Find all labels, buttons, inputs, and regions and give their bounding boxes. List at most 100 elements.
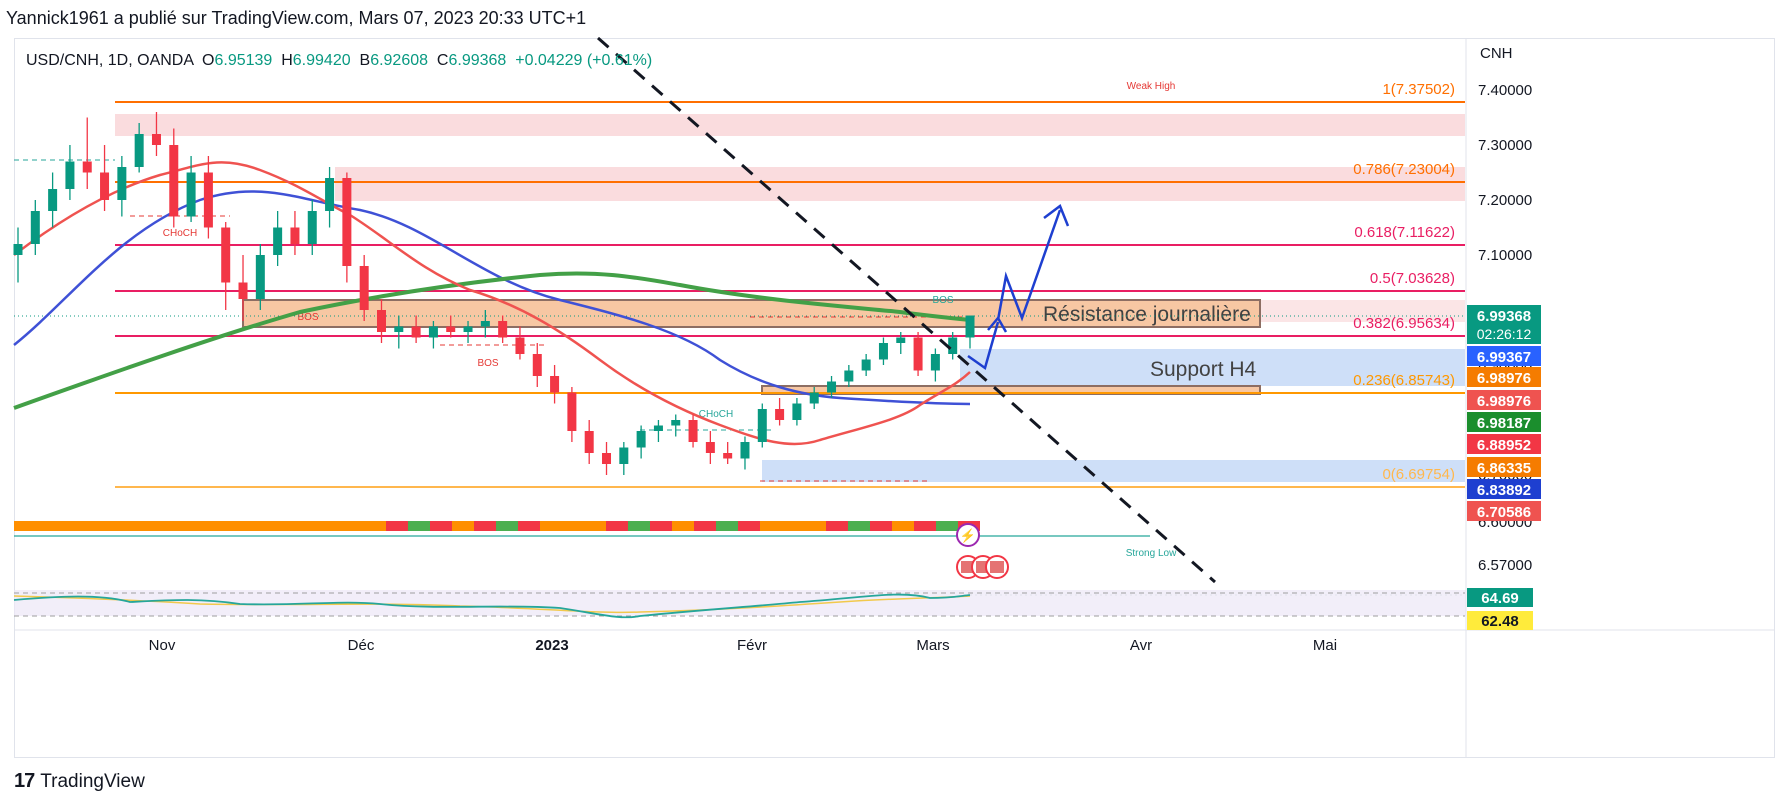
fib-level-label: 0.382(6.95634) [1353, 315, 1455, 332]
lightning-icon [956, 523, 980, 547]
trend-strip-segment [386, 521, 408, 531]
candle-body [602, 453, 612, 464]
price-badge [1467, 434, 1541, 454]
tradingview-logo-icon: 17 [14, 770, 35, 792]
rsi-value-text: 64.69 [1481, 590, 1519, 607]
candle-body [498, 321, 508, 338]
candle-body [913, 337, 923, 371]
fib-level-label: 0(6.69754) [1382, 466, 1455, 483]
lightning-icon: ⚡ [960, 528, 976, 544]
trend-strip-segment [936, 521, 958, 531]
price-badge-text: 6.98187 [1477, 415, 1531, 432]
trend-strip-segment [606, 521, 628, 531]
candle-body [930, 354, 940, 371]
zones-layer: Résistance journalière Support H4 [115, 114, 1465, 482]
trend-strip-segment [320, 521, 342, 531]
candle-body [186, 172, 196, 217]
candle-body [428, 326, 438, 338]
price-tick-label: 6.57000 [1478, 557, 1532, 574]
candle-body [844, 370, 854, 382]
trend-strip-segment [364, 521, 386, 531]
structure-annotation: Weak High [1127, 81, 1176, 92]
price-badge-text: 6.83892 [1477, 482, 1531, 499]
price-badge [1467, 412, 1541, 432]
trend-strip-segment [628, 521, 650, 531]
structure-annotation: CHoCH [699, 409, 733, 420]
trend-strip-segment [474, 521, 496, 531]
trend-strip-segment [716, 521, 738, 531]
trend-strip-segment [738, 521, 760, 531]
candle-body [134, 134, 144, 167]
trend-strip-segment [540, 521, 562, 531]
downtrend-line [597, 36, 1216, 584]
candle-body [619, 447, 629, 464]
trend-strip-segment [782, 521, 804, 531]
candle-body [221, 227, 231, 283]
candle-body [82, 161, 92, 173]
tradingview-logo[interactable]: 17 TradingView [14, 770, 145, 793]
price-badge-text: 6.99368 [1477, 308, 1531, 325]
candle-body [775, 409, 785, 420]
candle-body [151, 134, 161, 145]
time-tick-label: Févr [737, 637, 767, 654]
candle-body [965, 315, 975, 338]
close-value: 6.99368 [448, 52, 507, 69]
price-badge [1467, 479, 1541, 499]
trend-strip-segment [452, 521, 474, 531]
trend-strip-segment [430, 521, 452, 531]
trend-strip-segment [870, 521, 892, 531]
candle-body [255, 255, 265, 299]
candle-body [827, 381, 837, 393]
structure-annotation: BOS [297, 312, 318, 323]
structure-annotation: BOS [477, 358, 498, 369]
fib-level-label: 0.236(6.85743) [1353, 372, 1455, 389]
support-zone-label: Support H4 [1150, 358, 1257, 381]
price-badge [1467, 501, 1541, 521]
candle-body [584, 431, 594, 453]
trend-strip-segment [342, 521, 364, 531]
candle-body [342, 178, 352, 266]
publisher-line: Yannick1961 a publié sur TradingView.com… [6, 8, 587, 28]
candle-body [515, 337, 525, 354]
currency-label: CNH [1480, 45, 1513, 62]
candle-body [740, 442, 750, 459]
candle-body [757, 409, 767, 442]
candle-body [723, 453, 733, 459]
rsi-value-badge [1467, 588, 1533, 607]
demand-zone [762, 460, 1465, 482]
candle-body [238, 282, 248, 299]
trend-strip-segment [562, 521, 584, 531]
low-label: B [359, 52, 371, 69]
rsi-line [13, 593, 971, 619]
candle-body [567, 392, 577, 431]
candle-body [203, 172, 213, 228]
projection-arrowhead [1043, 204, 1070, 227]
candle-body [480, 321, 490, 327]
price-badge-text: 6.98976 [1477, 393, 1531, 410]
candle-body [307, 211, 317, 244]
countdown-text: 02:26:12 [1477, 326, 1532, 342]
fib-level-label: 0.786(7.23004) [1353, 161, 1455, 178]
change-value: +0.04229 (+0.61%) [515, 52, 653, 69]
candle-body [861, 359, 871, 371]
candle-body [878, 343, 888, 360]
price-badge-text: 6.86335 [1477, 460, 1531, 477]
close-label: C [436, 52, 449, 69]
trend-strip-segment [14, 521, 320, 531]
chart-frame[interactable] [14, 38, 1775, 758]
fib-level-label: 0.5(7.03628) [1370, 270, 1455, 287]
price-badge-text: 6.99367 [1477, 349, 1531, 366]
fib-level-label: 0.618(7.11622) [1354, 224, 1455, 241]
price-badge [1467, 367, 1541, 387]
ohlc-legend: USD/CNH, 1D, OANDA O6.95139 H6.99420 B6.… [26, 52, 652, 70]
trend-strip-segment [518, 521, 540, 531]
trend-strip-segment [672, 521, 694, 531]
fib-layer: 1(7.37502) 0.786(7.23004) 0.618(7.11622) 0.… [14, 81, 1465, 559]
candle-body [671, 420, 681, 426]
price-badge [1467, 346, 1541, 366]
time-tick-label: 2023 [535, 637, 568, 654]
ma-red-line [13, 161, 971, 446]
trend-strip-segment [496, 521, 518, 531]
fib-level-label: 1(7.37502) [1382, 81, 1455, 98]
